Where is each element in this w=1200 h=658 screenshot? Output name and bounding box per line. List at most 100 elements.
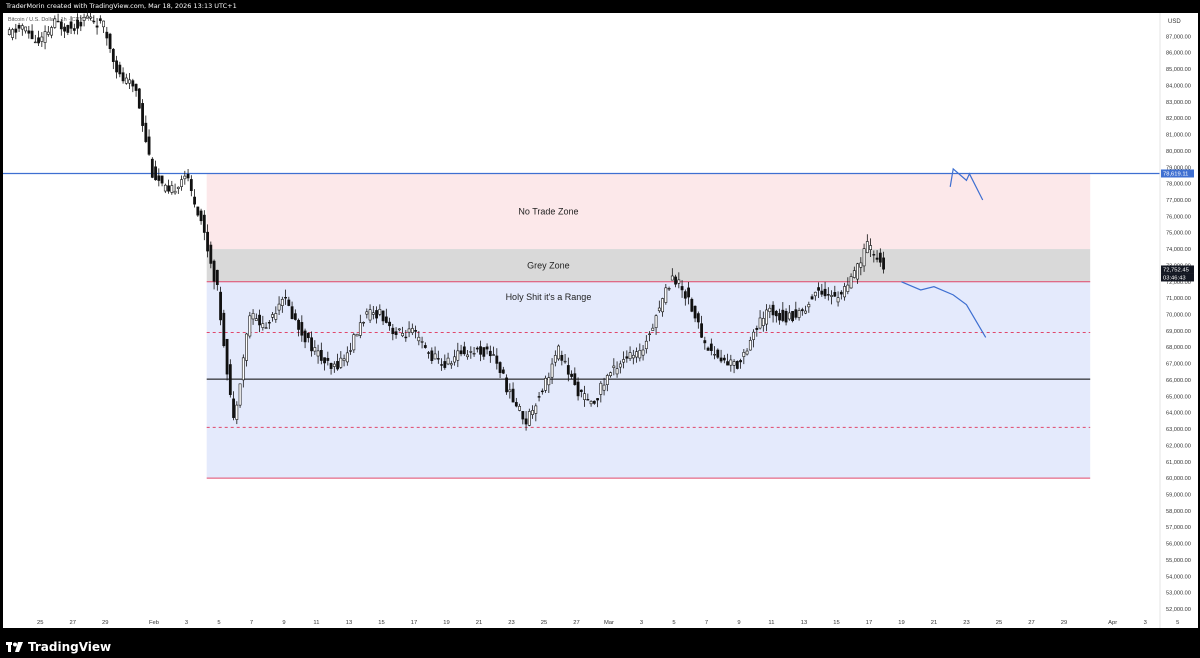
symbol-label: Bitcoin / U.S. Dollar · 1h · CRYPTO: [8, 17, 95, 23]
candle-body-90: [300, 322, 304, 336]
tradingview-logo[interactable]: TradingView: [6, 640, 111, 654]
candle-body-85: [284, 296, 287, 299]
candle-body-106: [352, 334, 356, 351]
candle-body-263: [862, 248, 866, 267]
candle-body-98: [326, 357, 330, 361]
candle-body-226: [742, 352, 746, 357]
candle-body-268: [878, 252, 882, 263]
candle-body-84: [280, 299, 284, 306]
candle-body-56: [189, 179, 193, 192]
candle-body-219: [719, 357, 723, 362]
candle-body-252: [826, 294, 830, 296]
candle-body-218: [716, 349, 720, 358]
candle-body-158: [521, 411, 525, 420]
candle-body-18: [66, 25, 70, 33]
candle-body-235: [771, 304, 775, 316]
candle-body-172: [566, 365, 570, 375]
candle-body-101: [336, 361, 339, 370]
candle-body-242: [794, 309, 798, 318]
candle-body-214: [703, 340, 707, 344]
candle-body-105: [349, 350, 352, 352]
candle-body-208: [683, 291, 687, 299]
candle-body-143: [472, 352, 476, 355]
candle-body-173: [570, 373, 573, 377]
candle-body-248: [813, 291, 817, 297]
price-chart[interactable]: No Trade Zone Grey Zone Holy Shit it's a R…: [0, 0, 1200, 632]
y-tick-label: 56,000.00: [1166, 542, 1191, 548]
candle-body-4: [20, 25, 24, 30]
y-tick-label: 82,000.00: [1166, 116, 1191, 122]
candle-body-34: [118, 64, 122, 75]
x-tick-label: 7: [250, 620, 253, 626]
y-tick-label: 67,000.00: [1166, 362, 1191, 368]
candle-body-100: [332, 363, 336, 367]
candle-body-170: [560, 354, 564, 361]
candle-body-220: [722, 357, 726, 361]
candle-body-187: [615, 368, 619, 375]
candle-body-121: [401, 333, 404, 337]
candle-body-129: [427, 352, 430, 354]
candle-body-81: [271, 314, 274, 318]
x-tick-label: 21: [476, 620, 482, 626]
candle-body-210: [690, 298, 694, 312]
candle-body-205: [674, 276, 677, 285]
candle-body-222: [729, 359, 733, 366]
candle-body-255: [836, 297, 840, 303]
candle-body-169: [557, 345, 560, 360]
candle-body-180: [592, 400, 596, 404]
candle-body-2: [14, 28, 18, 33]
candle-body-10: [40, 36, 44, 42]
x-tick-label: Feb: [149, 620, 159, 626]
candle-body-233: [765, 309, 768, 325]
candle-body-179: [589, 401, 593, 405]
zone-1: [206, 173, 1091, 250]
candle-body-25: [89, 16, 92, 19]
candle-body-57: [193, 196, 196, 205]
candle-body-107: [355, 333, 359, 337]
candle-body-161: [531, 410, 534, 415]
candle-body-119: [394, 331, 398, 335]
candle-body-194: [638, 350, 642, 359]
candle-body-103: [342, 358, 346, 361]
zone-label-1: No Trade Zone: [518, 206, 578, 216]
candle-body-52: [176, 186, 180, 189]
candle-body-195: [641, 349, 645, 356]
countdown-tag-bg: [1161, 273, 1194, 282]
candle-body-138: [456, 350, 460, 361]
candle-body-254: [833, 292, 837, 297]
x-tick-label: 11: [768, 620, 774, 626]
candle-body-177: [583, 393, 586, 400]
x-tick-label: 21: [931, 620, 937, 626]
candle-body-253: [830, 295, 833, 297]
candle-body-206: [677, 279, 681, 284]
zone-label-3: Holy Shit it's a Range: [506, 292, 592, 302]
candle-body-178: [586, 399, 590, 401]
candle-body-73: [245, 333, 248, 361]
candle-body-261: [856, 263, 859, 280]
candle-body-125: [414, 330, 417, 332]
candle-body-17: [63, 26, 66, 32]
candle-body-213: [700, 323, 703, 338]
candle-body-137: [453, 356, 456, 363]
x-tick-label: 7: [705, 620, 708, 626]
candle-body-120: [397, 328, 401, 331]
x-tick-label: 27: [573, 620, 579, 626]
countdown-tag: 03:46:43: [1163, 275, 1186, 281]
candle-body-245: [804, 310, 807, 314]
candle-body-186: [612, 365, 616, 368]
candle-body-192: [631, 354, 635, 359]
y-axis-currency: USD: [1168, 19, 1181, 25]
candle-body-128: [423, 345, 427, 348]
x-tick-label: 29: [1061, 620, 1067, 626]
candle-body-93: [310, 337, 313, 352]
candle-body-60: [202, 214, 206, 233]
candle-body-204: [670, 275, 674, 281]
candle-body-11: [43, 31, 47, 43]
candle-body-259: [849, 276, 853, 289]
candle-body-211: [693, 305, 697, 319]
candle-body-181: [596, 398, 599, 401]
candle-body-76: [254, 318, 258, 321]
candle-body-157: [518, 406, 521, 411]
candle-body-79: [264, 327, 268, 329]
